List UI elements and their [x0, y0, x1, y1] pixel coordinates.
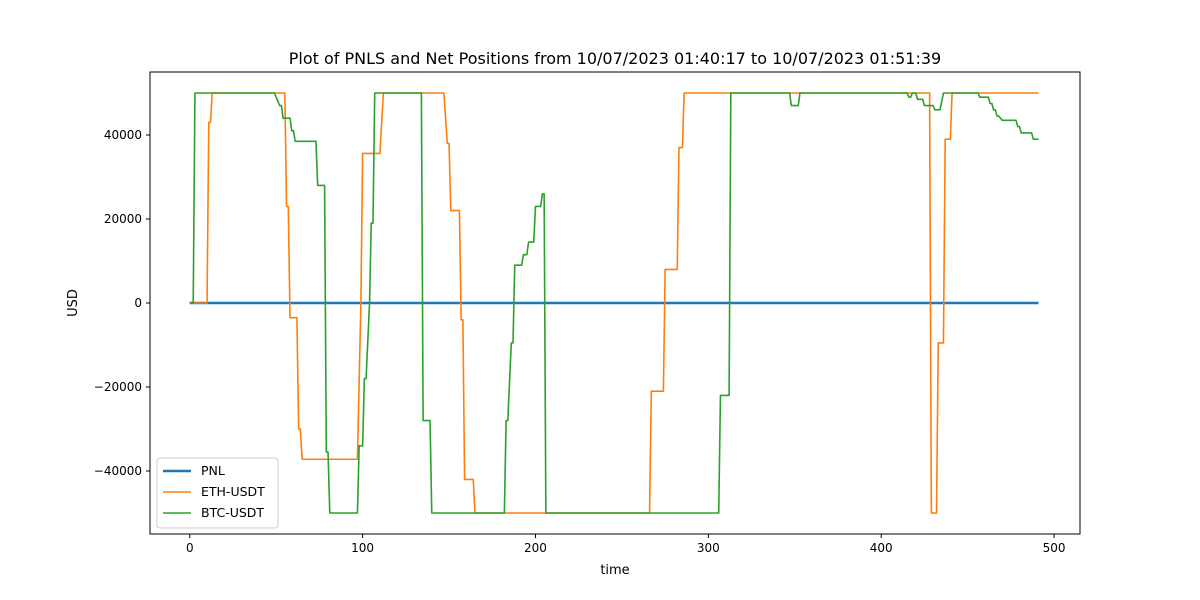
- y-tick-label: 20000: [104, 212, 142, 226]
- x-tick-label: 300: [697, 541, 720, 555]
- x-tick-label: 100: [351, 541, 374, 555]
- x-axis: 0 100 200 300 400 500: [186, 534, 1066, 555]
- y-tick-label: −40000: [94, 464, 142, 478]
- y-tick-label: 0: [134, 296, 142, 310]
- x-axis-label: time: [600, 563, 629, 578]
- y-axis: −40000 −20000 0 20000 40000: [94, 128, 150, 478]
- y-tick-label: 40000: [104, 128, 142, 142]
- x-tick-label: 500: [1043, 541, 1066, 555]
- series-line-eth-usdt: [189, 92, 1039, 514]
- legend-box: [156, 457, 279, 529]
- x-tick-label: 0: [186, 541, 194, 555]
- plot-area: [189, 92, 1039, 514]
- series-line-btc-usdt: [189, 92, 1039, 514]
- legend: PNL ETH-USDT BTC-USDT: [156, 457, 279, 529]
- x-tick-label: 200: [524, 541, 547, 555]
- legend-label: PNL: [201, 463, 225, 478]
- y-axis-label: USD: [66, 289, 81, 317]
- x-tick-label: 400: [870, 541, 893, 555]
- chart-title: Plot of PNLS and Net Positions from 10/0…: [289, 49, 941, 68]
- legend-label: BTC-USDT: [201, 505, 264, 520]
- y-tick-label: −20000: [94, 380, 142, 394]
- legend-label: ETH-USDT: [201, 484, 265, 499]
